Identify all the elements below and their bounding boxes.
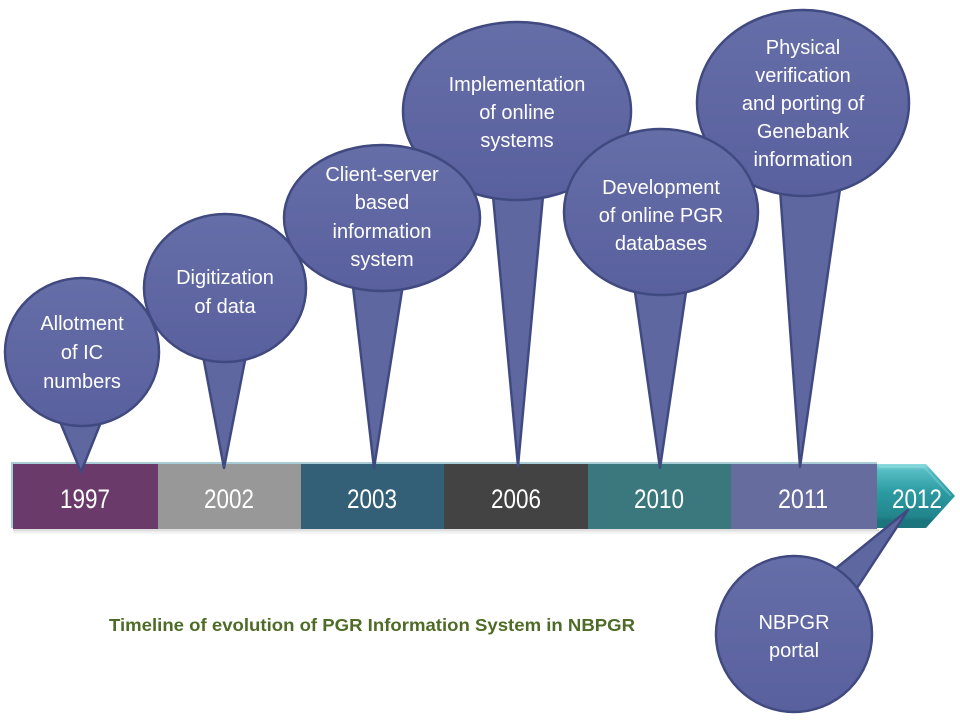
svg-text:of online: of online — [479, 102, 555, 124]
svg-text:2010: 2010 — [634, 484, 684, 514]
svg-text:Development: Development — [602, 177, 720, 199]
svg-text:2002: 2002 — [204, 484, 254, 514]
svg-text:1997: 1997 — [60, 484, 110, 514]
svg-text:Allotment: Allotment — [40, 313, 124, 335]
svg-text:and porting of: and porting of — [742, 93, 865, 115]
svg-text:Genebank: Genebank — [757, 121, 850, 143]
svg-text:2006: 2006 — [491, 484, 541, 514]
svg-text:system: system — [350, 249, 413, 271]
svg-text:Timeline of evolution of PGR I: Timeline of evolution of PGR Information… — [109, 615, 635, 635]
svg-text:information: information — [754, 149, 853, 171]
svg-text:Physical: Physical — [766, 37, 840, 59]
svg-text:numbers: numbers — [43, 371, 121, 393]
svg-text:systems: systems — [480, 130, 553, 152]
svg-text:based: based — [355, 192, 410, 214]
svg-text:of online PGR: of online PGR — [599, 205, 724, 227]
svg-text:of IC: of IC — [61, 342, 103, 364]
svg-text:of data: of data — [194, 296, 256, 318]
svg-text:verification: verification — [755, 65, 851, 87]
svg-text:2012: 2012 — [892, 484, 942, 514]
svg-text:databases: databases — [615, 233, 707, 255]
svg-text:NBPGR: NBPGR — [758, 612, 829, 634]
svg-text:Implementation: Implementation — [449, 74, 586, 96]
svg-text:Digitization: Digitization — [176, 267, 274, 289]
svg-text:information: information — [333, 221, 432, 243]
svg-text:2003: 2003 — [347, 484, 397, 514]
svg-text:portal: portal — [769, 640, 819, 662]
svg-text:Client-server: Client-server — [325, 164, 439, 186]
svg-text:2011: 2011 — [778, 484, 828, 514]
